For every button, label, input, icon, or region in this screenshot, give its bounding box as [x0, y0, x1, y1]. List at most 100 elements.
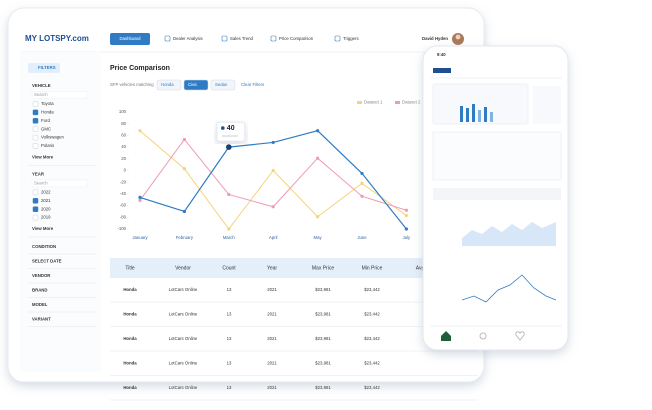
nav-item[interactable]: Sales Trend	[230, 36, 254, 41]
data-point[interactable]	[316, 156, 320, 160]
data-point[interactable]	[227, 192, 231, 197]
nav-item[interactable]: Dashboard	[119, 36, 141, 41]
home-icon[interactable]	[441, 331, 451, 341]
data-point[interactable]	[271, 168, 275, 173]
data-point[interactable]	[360, 194, 364, 198]
collapsed-section[interactable]: CONDITION	[32, 244, 56, 249]
tooltip-sub	[221, 135, 238, 138]
phone-time: 9:40	[437, 52, 446, 57]
column-header[interactable]: Avg	[416, 265, 425, 271]
checkbox[interactable]	[32, 206, 39, 212]
data-point[interactable]	[316, 215, 320, 219]
option-label: 2022	[41, 190, 51, 195]
nav-item[interactable]: Price Comparison	[279, 36, 314, 41]
checkbox[interactable]	[32, 118, 39, 124]
data-point[interactable]	[316, 129, 320, 133]
phone-bar	[460, 106, 463, 122]
table-cell: $23,981	[315, 312, 331, 317]
collapsed-section[interactable]: MODEL	[32, 302, 48, 307]
data-point[interactable]	[182, 209, 186, 214]
column-header[interactable]: Min Price	[362, 265, 383, 271]
section-title[interactable]: YEAR	[32, 172, 45, 177]
data-point[interactable]	[271, 140, 275, 145]
x-tick-label: January	[132, 235, 148, 240]
checkbox[interactable]	[32, 214, 39, 221]
table-cell: LotCars Online	[169, 361, 198, 366]
column-header[interactable]: Year	[267, 265, 277, 271]
nav-active[interactable]	[110, 33, 150, 45]
filter-chip[interactable]	[156, 79, 182, 91]
chip-label: Sedan	[215, 82, 228, 87]
nav-icon	[164, 35, 171, 42]
search-placeholder: Search	[34, 92, 48, 97]
checkbox[interactable]	[32, 109, 39, 116]
active-point[interactable]	[226, 144, 232, 150]
legend-swatch[interactable]	[357, 101, 362, 104]
legend-label[interactable]: Dataset 2	[402, 100, 421, 105]
x-tick-label: May	[314, 235, 323, 240]
checkbox[interactable]	[32, 143, 39, 149]
table-cell: Honda	[123, 336, 137, 341]
checkbox[interactable]	[32, 101, 39, 107]
option-label: Polaris	[41, 143, 54, 148]
data-point[interactable]	[138, 129, 142, 133]
section-title[interactable]: VEHICLE	[32, 83, 51, 88]
data-point[interactable]	[404, 208, 408, 212]
nav-item[interactable]: Triggers	[343, 36, 359, 41]
checkbox[interactable]	[32, 126, 39, 132]
data-point[interactable]	[360, 181, 364, 185]
legend-label[interactable]: Dataset 1	[364, 100, 383, 105]
phone-bar	[490, 112, 493, 122]
column-header[interactable]: Title	[125, 265, 134, 271]
search-box[interactable]	[31, 179, 88, 188]
data-point[interactable]	[227, 227, 231, 231]
view-more[interactable]: View More	[32, 226, 54, 231]
option-label: GMC	[41, 126, 51, 131]
column-header[interactable]: Vendor	[175, 265, 191, 271]
sidebar	[20, 52, 102, 372]
table-cell: LotCars Online	[169, 312, 198, 317]
data-point[interactable]	[360, 171, 364, 176]
collapsed-section[interactable]: BRAND	[32, 288, 48, 293]
table-cell: $23,981	[315, 361, 331, 366]
checkbox[interactable]	[32, 198, 39, 204]
phone-bar	[478, 110, 481, 122]
table-cell: 13	[227, 287, 232, 292]
collapsed-section[interactable]: SELECT DATE	[32, 259, 62, 264]
data-point[interactable]	[138, 198, 142, 202]
matching-label: SFP vehicles matching	[110, 82, 154, 87]
data-point[interactable]	[404, 213, 408, 218]
avatar-face	[455, 34, 461, 40]
column-header[interactable]: Count	[222, 265, 236, 271]
legend-swatch[interactable]	[395, 101, 400, 104]
checkbox[interactable]	[32, 189, 39, 196]
data-point[interactable]	[404, 227, 408, 231]
clear-filters[interactable]: Clear Filters	[241, 82, 264, 87]
logo: MY LOTSPY.com	[25, 34, 89, 43]
data-point[interactable]	[182, 137, 186, 142]
table-cell: $23,981	[315, 336, 331, 341]
data-point[interactable]	[271, 205, 275, 209]
option-label: Ford	[41, 118, 50, 123]
y-tick-label: 100	[119, 109, 127, 114]
y-tick-label: -20	[120, 179, 127, 184]
data-point[interactable]	[138, 195, 142, 200]
filter-chip[interactable]	[210, 79, 236, 91]
filter-chip[interactable]	[183, 79, 209, 91]
filters-button[interactable]	[28, 63, 60, 73]
phone-area-chart	[462, 222, 556, 246]
heart-icon[interactable]	[515, 331, 525, 341]
checkbox[interactable]	[32, 134, 39, 141]
column-header[interactable]: Max Price	[312, 265, 334, 271]
table-cell: 2021	[267, 312, 277, 317]
collapsed-section[interactable]: VARIANT	[32, 317, 51, 322]
y-tick-label: -40	[120, 191, 127, 196]
view-more[interactable]: View More	[32, 155, 54, 160]
search-box[interactable]	[31, 91, 88, 99]
search-icon[interactable]	[479, 332, 487, 340]
collapsed-section[interactable]: VENDOR	[32, 273, 51, 278]
nav-icon	[221, 35, 228, 42]
data-point[interactable]	[182, 167, 186, 171]
nav-item[interactable]: Dealer Analysis	[173, 36, 203, 41]
